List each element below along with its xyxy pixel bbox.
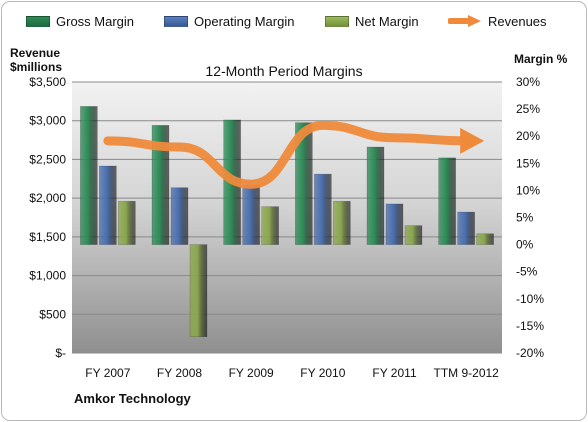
left-tick-label: $1,000 <box>29 269 66 283</box>
left-axis-title-line2: $millions <box>10 60 63 74</box>
x-tick-label: TTM 9-2012 <box>433 366 499 380</box>
legend-swatch-gross-margin <box>26 15 50 27</box>
right-tick-label: 20% <box>516 129 540 143</box>
legend-item-gross-margin: Gross Margin <box>26 10 134 32</box>
right-tick-label: 5% <box>516 211 534 225</box>
bar-net-margin <box>404 225 423 245</box>
bar-gross-margin <box>438 157 456 245</box>
right-tick-label: -15% <box>516 319 544 333</box>
right-axis-title: Margin % <box>514 52 568 66</box>
left-axis-title-line1: Revenue <box>10 46 61 60</box>
legend-item-revenues: Revenues <box>448 10 547 32</box>
right-tick-label: 25% <box>516 102 540 116</box>
right-tick-label: -5% <box>516 265 538 279</box>
left-tick-label: $3,500 <box>29 75 66 89</box>
right-tick-label: 0% <box>516 238 534 252</box>
bar-operating-margin <box>457 211 475 245</box>
right-tick-label: -10% <box>516 292 544 306</box>
bar-operating-margin <box>99 165 117 245</box>
x-tick-label: FY 2010 <box>300 366 345 380</box>
left-tick-label: $2,000 <box>29 191 66 205</box>
bar-net-margin <box>333 200 351 245</box>
legend-label: Net Margin <box>355 13 419 29</box>
bar-net-margin <box>476 233 494 245</box>
left-tick-label: $1,500 <box>29 230 66 244</box>
bar-operating-margin <box>170 187 189 245</box>
left-tick-label: $2,500 <box>29 152 66 166</box>
legend-label: Operating Margin <box>194 13 295 29</box>
legend-arrow-revenues <box>448 15 481 27</box>
x-tick-label: FY 2007 <box>85 366 130 380</box>
bar-operating-margin <box>385 203 404 245</box>
left-axis-title: Revenue $millions <box>10 46 62 74</box>
x-tick-label: FY 2009 <box>229 366 274 380</box>
bar-net-margin <box>189 244 208 338</box>
bar-gross-margin <box>80 106 98 245</box>
plot-area <box>72 82 502 353</box>
right-tick-label: 15% <box>516 156 540 170</box>
legend-label: Gross Margin <box>56 13 135 29</box>
chart-legend: Gross Margin Operating Margin Net Margin… <box>2 10 586 32</box>
bar-operating-margin <box>242 184 260 245</box>
left-tick-label: $3,000 <box>29 114 66 128</box>
right-tick-label: 10% <box>516 183 540 197</box>
legend-item-operating-margin: Operating Margin <box>164 10 294 32</box>
left-tick-label: $- <box>55 346 66 360</box>
right-tick-label: 30% <box>516 75 540 89</box>
x-tick-label: FY 2008 <box>157 366 202 380</box>
bar-gross-margin <box>151 125 170 245</box>
bar-gross-margin <box>366 146 385 245</box>
legend-swatch-operating-margin <box>164 15 188 27</box>
chart-title: 12-Month Period Margins <box>205 63 362 79</box>
revenues-arrowhead <box>460 127 485 154</box>
x-tick-label: FY 2011 <box>372 366 417 380</box>
company-name: Amkor Technology <box>74 391 191 406</box>
bar-net-margin <box>261 206 279 245</box>
right-tick-label: -20% <box>516 346 544 360</box>
legend-label: Revenues <box>488 13 547 29</box>
left-tick-label: $500 <box>39 307 66 321</box>
legend-item-net-margin: Net Margin <box>325 10 419 32</box>
bar-gross-margin <box>295 122 313 245</box>
legend-swatch-net-margin <box>325 15 349 27</box>
bar-operating-margin <box>314 173 332 245</box>
bar-net-margin <box>118 200 136 245</box>
